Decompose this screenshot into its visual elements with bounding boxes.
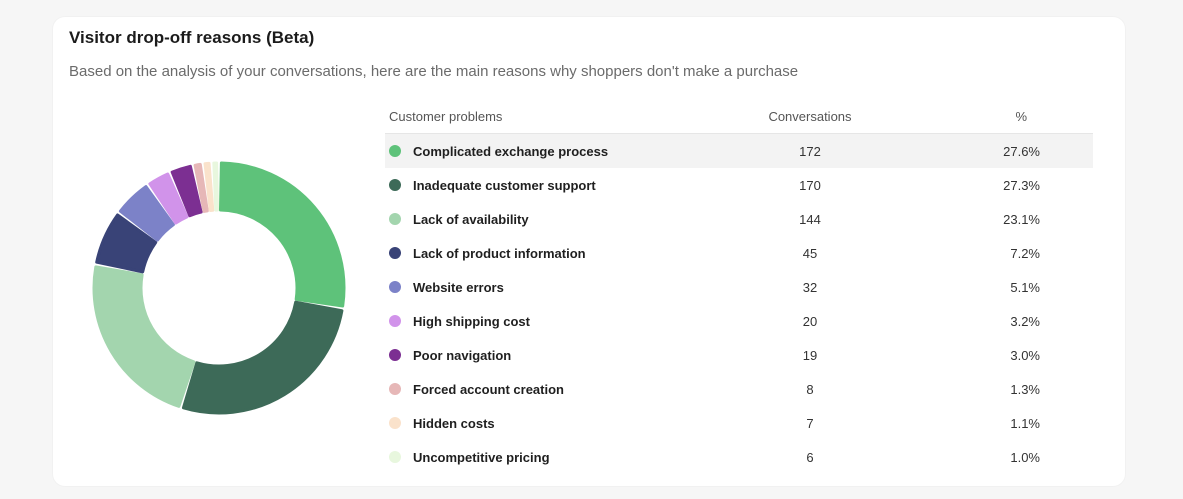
problem-cell: Hidden costs xyxy=(385,416,730,431)
table-header: Customer problems Conversations % xyxy=(385,100,1093,134)
legend-dot-icon xyxy=(389,213,401,225)
problem-label: Inadequate customer support xyxy=(413,177,596,193)
conversations-cell: 19 xyxy=(802,347,818,363)
table-row[interactable]: Lack of product information 45 7.2% xyxy=(385,236,1093,270)
percent-cell: 27.6% xyxy=(1003,143,1040,159)
conversations-cell: 32 xyxy=(802,279,818,295)
problem-label: Poor navigation xyxy=(413,347,512,363)
legend-dot-icon xyxy=(389,451,401,463)
table-row[interactable]: Website errors 32 5.1% xyxy=(385,270,1093,304)
problem-cell: High shipping cost xyxy=(385,314,730,329)
legend-dot-icon xyxy=(389,179,401,191)
header-problems: Customer problems xyxy=(389,109,503,124)
table-row[interactable]: Forced account creation 8 1.3% xyxy=(385,372,1093,406)
card-subtitle: Based on the analysis of your conversati… xyxy=(69,63,799,80)
table-row[interactable]: Hidden costs 7 1.1% xyxy=(385,406,1093,440)
table-body: Complicated exchange process 172 27.6% Inad… xyxy=(385,134,1093,474)
problems-table: Customer problems Conversations % Compli… xyxy=(385,100,1093,474)
legend-dot-icon xyxy=(389,349,401,361)
problem-label: Forced account creation xyxy=(413,381,564,397)
problem-label: Website errors xyxy=(413,279,504,295)
conversations-cell: 6 xyxy=(806,449,814,465)
problem-cell: Website errors xyxy=(385,280,730,295)
percent-cell: 23.1% xyxy=(1003,211,1040,227)
percent-cell: 3.0% xyxy=(1010,347,1040,363)
problem-cell: Uncompetitive pricing xyxy=(385,450,730,465)
problem-cell: Lack of availability xyxy=(385,212,730,227)
table-row[interactable]: Inadequate customer support 170 27.3% xyxy=(385,168,1093,202)
percent-cell: 1.3% xyxy=(1010,381,1040,397)
legend-dot-icon xyxy=(389,281,401,293)
donut-slice[interactable] xyxy=(170,164,203,218)
percent-cell: 5.1% xyxy=(1010,279,1040,295)
conversations-cell: 144 xyxy=(799,211,821,227)
problem-label: Complicated exchange process xyxy=(413,143,609,159)
donut-slice[interactable] xyxy=(118,185,175,242)
problem-cell: Poor navigation xyxy=(385,348,730,363)
problem-label: Lack of availability xyxy=(413,211,529,227)
donut-slice[interactable] xyxy=(218,161,346,308)
legend-dot-icon xyxy=(389,315,401,327)
donut-slice[interactable] xyxy=(92,265,196,408)
problem-label: Lack of product information xyxy=(413,245,586,261)
legend-dot-icon xyxy=(389,417,401,429)
problem-label: Uncompetitive pricing xyxy=(413,449,550,465)
table-row[interactable]: Complicated exchange process 172 27.6% xyxy=(385,134,1093,168)
donut-slice[interactable] xyxy=(212,161,220,212)
conversations-cell: 45 xyxy=(802,245,818,261)
conversations-cell: 170 xyxy=(799,177,821,193)
percent-cell: 1.1% xyxy=(1010,415,1040,431)
problem-cell: Inadequate customer support xyxy=(385,178,730,193)
drop-off-card: Visitor drop-off reasons (Beta) Based on… xyxy=(53,17,1125,486)
problem-cell: Complicated exchange process xyxy=(385,144,730,159)
table-row[interactable]: Lack of availability 144 23.1% xyxy=(385,202,1093,236)
percent-cell: 3.2% xyxy=(1010,313,1040,329)
donut-slice[interactable] xyxy=(95,213,158,274)
donut-chart xyxy=(92,161,346,415)
conversations-cell: 172 xyxy=(799,143,821,159)
donut-slice[interactable] xyxy=(203,161,215,212)
problem-label: High shipping cost xyxy=(413,313,530,329)
donut-slice[interactable] xyxy=(181,300,344,415)
table-row[interactable]: High shipping cost 20 3.2% xyxy=(385,304,1093,338)
donut-slice[interactable] xyxy=(193,162,209,213)
conversations-cell: 8 xyxy=(806,381,814,397)
table-row[interactable]: Uncompetitive pricing 6 1.0% xyxy=(385,440,1093,474)
legend-dot-icon xyxy=(389,383,401,395)
problem-cell: Forced account creation xyxy=(385,382,730,397)
card-title: Visitor drop-off reasons (Beta) xyxy=(69,28,315,47)
header-percent: % xyxy=(1015,109,1027,124)
percent-cell: 27.3% xyxy=(1003,177,1040,193)
conversations-cell: 7 xyxy=(806,415,814,431)
conversations-cell: 20 xyxy=(802,313,818,329)
legend-dot-icon xyxy=(389,247,401,259)
table-row[interactable]: Poor navigation 19 3.0% xyxy=(385,338,1093,372)
percent-cell: 7.2% xyxy=(1010,245,1040,261)
percent-cell: 1.0% xyxy=(1010,449,1040,465)
legend-dot-icon xyxy=(389,145,401,157)
problem-cell: Lack of product information xyxy=(385,246,730,261)
donut-slice[interactable] xyxy=(148,172,189,225)
problem-label: Hidden costs xyxy=(413,415,495,431)
header-conversations: Conversations xyxy=(768,109,852,124)
